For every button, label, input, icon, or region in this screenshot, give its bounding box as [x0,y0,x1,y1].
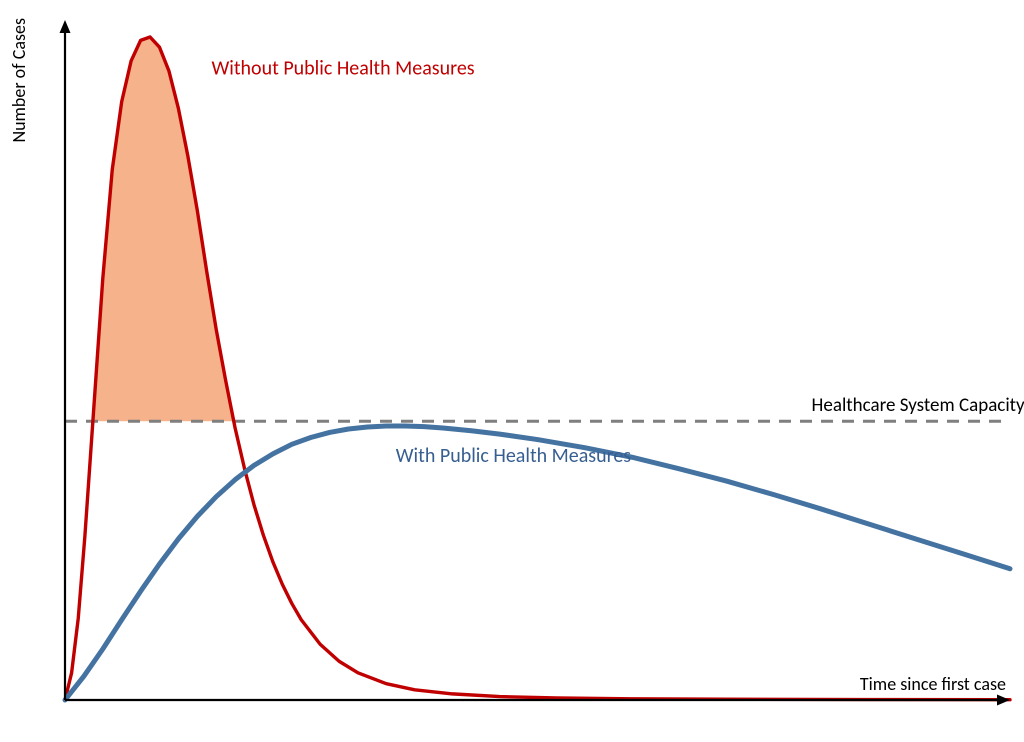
y-axis-label: Number of Cases [8,18,30,143]
capacity-line-label: Healthcare System Capacity [812,394,1024,417]
x-axis-label: Time since first case [860,673,1006,695]
series-without-measures-label: Without Public Health Measures [211,56,474,80]
chart-svg: Healthcare System Capacity Without Public… [0,0,1024,742]
overflow-fill-region [93,37,234,421]
curve-chart: Number of Cases Healthcare System Capaci… [0,0,1024,742]
x-axis-arrow-icon [997,695,1010,706]
y-axis-arrow-icon [60,20,71,33]
series-with-measures-label: With Public Health Measures [396,444,632,468]
